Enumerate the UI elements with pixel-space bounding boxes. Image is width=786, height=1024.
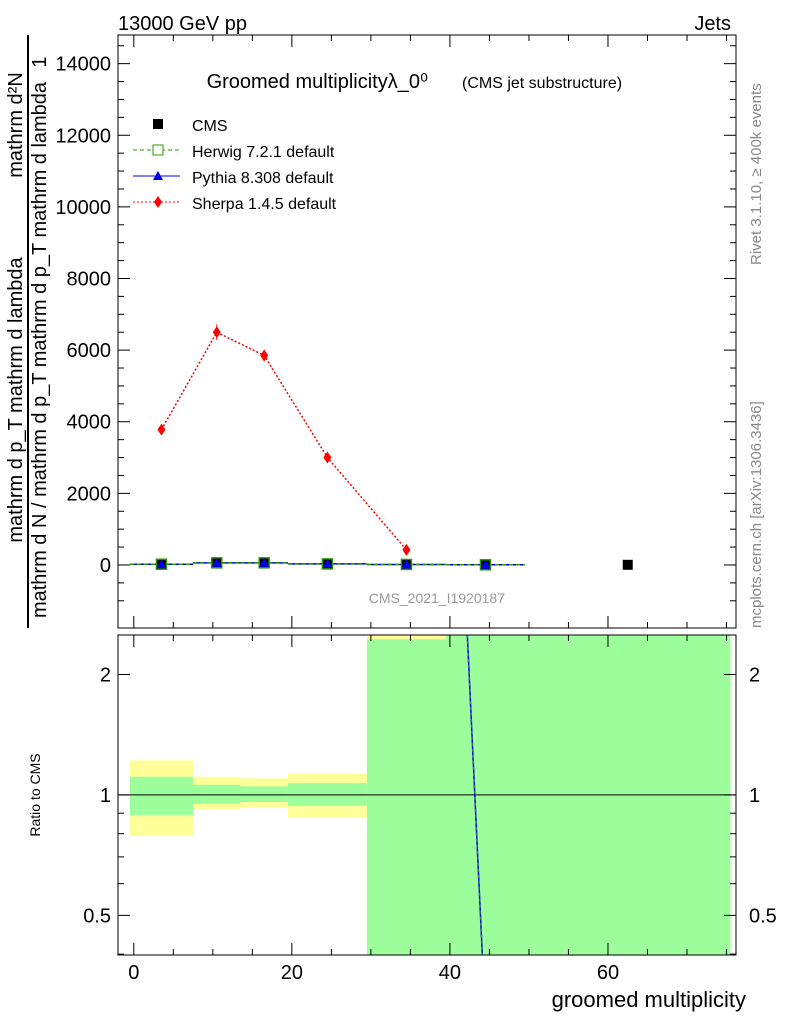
y-tick-label: 8000 [67,269,112,291]
ratio-y-tick-label: 0.5 [83,905,111,927]
pythia-point [322,558,333,568]
pythia-point [156,559,167,569]
sherpa-point [402,543,411,556]
sherpa-point [260,349,269,362]
ylabel-denominator: mathrm d N / mathrm d p_T mathrm d p_T m… [29,81,51,618]
ratio-band-green [193,784,241,804]
ylabel-numerator-2: mathrm d p_T mathrm d lambda [5,256,27,542]
pythia-point [259,557,270,567]
legend-herwig-marker [152,144,164,156]
ylabel-numerator: mathrm d²N [5,72,27,178]
x-tick-label: 60 [597,962,619,984]
ratio-ylabel: Ratio to CMS [27,753,43,836]
legend-label: CMS [192,118,228,135]
analysis-id: CMS_2021_I1920187 [369,590,505,606]
header-left: 13000 GeV pp [118,13,247,35]
y-tick-label: 14000 [55,54,111,76]
ratio-herwig-line [466,634,483,956]
pythia-point [211,557,222,567]
header-right: Jets [694,13,731,35]
rivet-label: Rivet 3.1.10, ≥ 400k events [748,83,765,265]
ratio-y-tick-label: 2 [100,664,111,686]
mcplots-label: mcplots.cern.ch [arXiv:1306.3436] [748,401,765,628]
pythia-point [401,559,412,569]
ratio-band-green [366,639,446,955]
legend-label: Sherpa 1.4.5 default [192,196,337,213]
ratio-y-tick-label-right: 0.5 [749,905,777,927]
legend-pythia-marker [153,171,163,180]
sherpa-line [160,331,408,551]
y-tick-label: 2000 [67,483,112,505]
x-tick-label: 40 [439,962,461,984]
ratio-y-tick-label-right: 2 [749,664,760,686]
pythia-point [480,559,491,569]
xlabel: groomed multiplicity [552,987,746,1012]
plot-title: Groomed multiplicityλ_0⁰ [207,71,428,93]
x-tick-label: 0 [128,962,139,984]
legend-label: Herwig 7.2.1 default [192,144,335,161]
sherpa-point [212,326,221,339]
sherpa-point [323,451,332,464]
legend-label: Pythia 8.308 default [192,170,334,187]
cms-point [622,559,633,570]
ratio-y-tick-label-right: 1 [749,785,760,807]
main-frame [117,34,737,629]
sherpa-point [157,423,166,436]
y-tick-label: 4000 [67,412,112,434]
ratio-band-green [240,786,288,803]
legend-cms-marker [153,119,163,129]
plot-subtitle: (CMS jet substructure) [462,75,622,92]
legend-sherpa-marker [154,196,162,208]
x-tick-label: 20 [281,962,303,984]
ratio-band-green [287,783,367,806]
y-tick-label: 6000 [67,340,112,362]
y-tick-label: 10000 [55,197,111,219]
y-tick-label: 0 [100,555,111,577]
ylabel-one: 1 [29,56,51,67]
y-tick-label: 12000 [55,125,111,147]
ratio-band-green [129,776,194,816]
ratio-y-tick-label: 1 [100,785,111,807]
legend: CMS Herwig 7.2.1 default Pythia 8.308 defa… [133,118,337,213]
